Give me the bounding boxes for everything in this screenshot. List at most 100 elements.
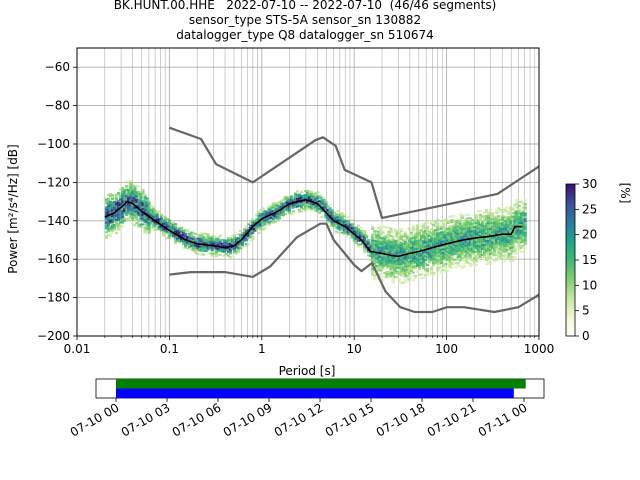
density-cell [450,261,454,264]
density-cell [391,256,395,259]
density-cell [391,239,395,242]
density-cell [438,251,442,254]
density-cell [511,250,515,253]
density-cell [114,218,119,221]
density-cell [316,200,320,203]
density-cell [417,233,422,236]
density-cell [375,247,379,250]
density-cell [501,243,505,246]
density-cell [482,234,487,237]
density-cell [348,225,352,228]
density-cell [336,216,340,219]
density-cell [499,235,503,238]
density-cell [108,217,113,220]
density-cell [507,223,511,226]
density-cell [434,250,438,253]
density-cell [436,270,440,273]
density-cell [299,196,304,199]
density-cell [491,243,495,246]
density-cell [318,211,322,214]
density-cell [458,224,462,227]
density-cell [338,224,342,227]
density-cell [446,231,450,234]
density-cell [436,230,440,233]
density-cell [117,203,121,206]
density-cell [129,187,133,190]
density-cell [407,243,411,246]
density-cell [401,247,405,250]
density-cell [397,278,401,281]
density-cell [188,246,192,249]
density-cell [222,243,226,246]
density-cell [186,237,190,240]
density-cell [470,259,474,262]
density-cell [385,245,389,248]
density-cell [403,242,407,245]
density-cell [472,262,476,265]
density-cell [515,235,519,238]
density-cell [346,233,350,236]
density-cell [332,211,336,214]
density-cell [328,218,332,221]
density-cell [425,242,430,245]
density-cell [482,257,487,260]
density-cell [241,232,245,235]
density-cell [135,221,139,224]
density-cell [432,258,436,261]
density-cell [505,239,509,242]
density-cell [379,258,383,261]
density-cell [415,270,420,273]
density-cell [389,275,393,278]
density-cell [259,222,263,225]
density-cell [440,248,444,251]
density-cell [493,244,497,247]
density-cell [486,241,491,244]
density-cell [413,242,418,245]
density-cell [399,251,403,254]
density-cell [454,220,458,223]
density-cell [263,223,267,226]
density-cell [503,231,507,234]
density-cell [182,239,186,242]
density-cell [314,207,318,210]
density-cell [470,234,474,237]
density-cell [401,249,405,252]
density-cell [129,214,133,217]
density-cell [493,246,497,249]
density-cell [147,208,151,211]
density-cell [419,273,424,276]
density-cell [399,243,403,246]
density-cell [106,220,111,223]
density-cell [261,215,265,218]
density-cell [503,239,507,242]
density-cell [377,234,381,237]
density-cell [285,196,289,199]
density-cell [511,227,515,230]
density-cell [474,243,478,246]
density-cell [458,249,462,252]
density-cell [478,254,483,257]
density-cell [234,252,239,255]
density-cell [456,261,460,264]
density-cell [265,220,269,223]
density-cell [299,198,304,201]
density-cell [454,248,458,251]
density-cell [129,208,133,211]
density-cell [397,280,401,283]
density-cell [147,212,151,215]
density-cell [238,235,243,238]
density-cell [141,192,145,195]
density-cell [273,216,277,219]
density-cell [450,232,454,235]
density-cell [356,230,361,233]
density-cell [379,242,383,245]
density-cell [464,256,468,259]
density-cell [450,267,454,270]
density-cell [421,251,426,254]
density-cell [405,271,409,274]
density-cell [326,220,330,223]
density-cell [389,273,393,276]
density-cell [373,278,377,281]
density-cell [165,223,169,226]
density-cell [419,237,424,240]
